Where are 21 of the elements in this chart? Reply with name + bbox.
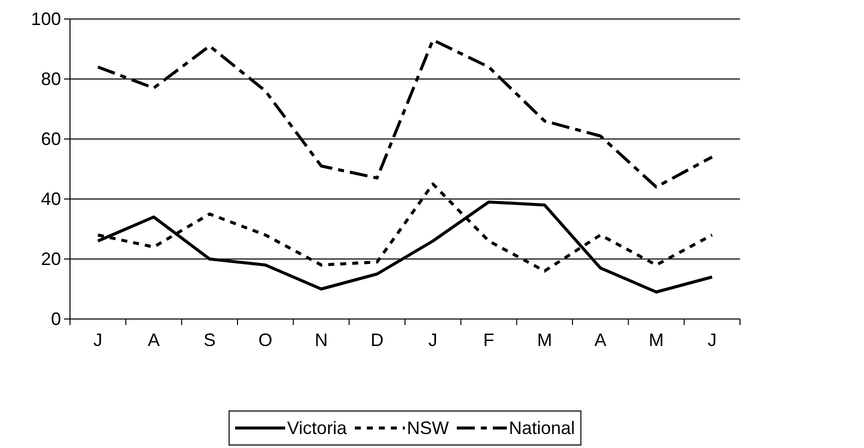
- x-tick-label: J: [708, 330, 717, 350]
- y-tick-label: 20: [40, 248, 61, 269]
- y-tick-label: 80: [40, 68, 61, 89]
- x-tick-label: M: [648, 330, 664, 350]
- x-tick-label: O: [258, 330, 272, 350]
- legend-label: National: [508, 418, 575, 438]
- x-tick-label: N: [314, 330, 328, 350]
- y-tick-label: 40: [40, 188, 61, 209]
- x-tick-label: S: [204, 330, 216, 350]
- x-tick-label: J: [428, 330, 438, 350]
- y-tick-label: 60: [40, 128, 61, 149]
- x-tick-label: D: [370, 330, 384, 350]
- x-tick-label: A: [594, 330, 606, 350]
- x-tick-label: J: [93, 330, 102, 350]
- y-tick-label: 0: [50, 308, 61, 329]
- y-tick-label: 100: [30, 8, 61, 29]
- legend-label: Victoria: [287, 418, 348, 438]
- x-tick-label: M: [537, 330, 552, 350]
- x-tick-label: A: [148, 330, 160, 350]
- legend-label: NSW: [406, 418, 449, 438]
- x-tick-label: F: [483, 330, 494, 350]
